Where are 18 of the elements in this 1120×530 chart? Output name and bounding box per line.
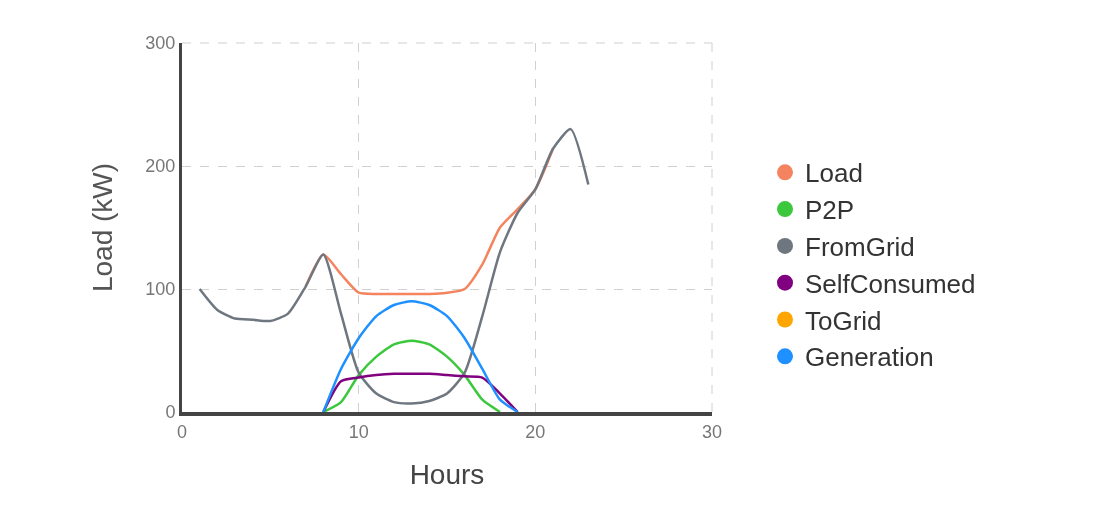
legend-label: Generation: [805, 342, 934, 373]
y-axis-title: Load (kW): [87, 162, 119, 293]
x-axis-title: Hours: [409, 459, 485, 491]
x-tick-label: 10: [348, 421, 369, 442]
y-tick-label: 200: [145, 156, 176, 177]
line-series: [322, 300, 519, 412]
legend-label: Load: [805, 158, 863, 189]
y-tick-label: 100: [145, 279, 176, 300]
line-series: [322, 339, 502, 412]
legend-label: P2P: [805, 195, 855, 226]
y-tick-label: 0: [165, 402, 176, 423]
legend-label: FromGrid: [805, 232, 915, 263]
line-series: [198, 127, 590, 405]
y-tick-label: 300: [145, 33, 176, 54]
x-tick-label: 30: [701, 421, 723, 442]
legend-label: SelfConsumed: [805, 268, 976, 299]
legend-label: ToGrid: [805, 305, 882, 336]
x-tick-label: 20: [525, 421, 546, 442]
